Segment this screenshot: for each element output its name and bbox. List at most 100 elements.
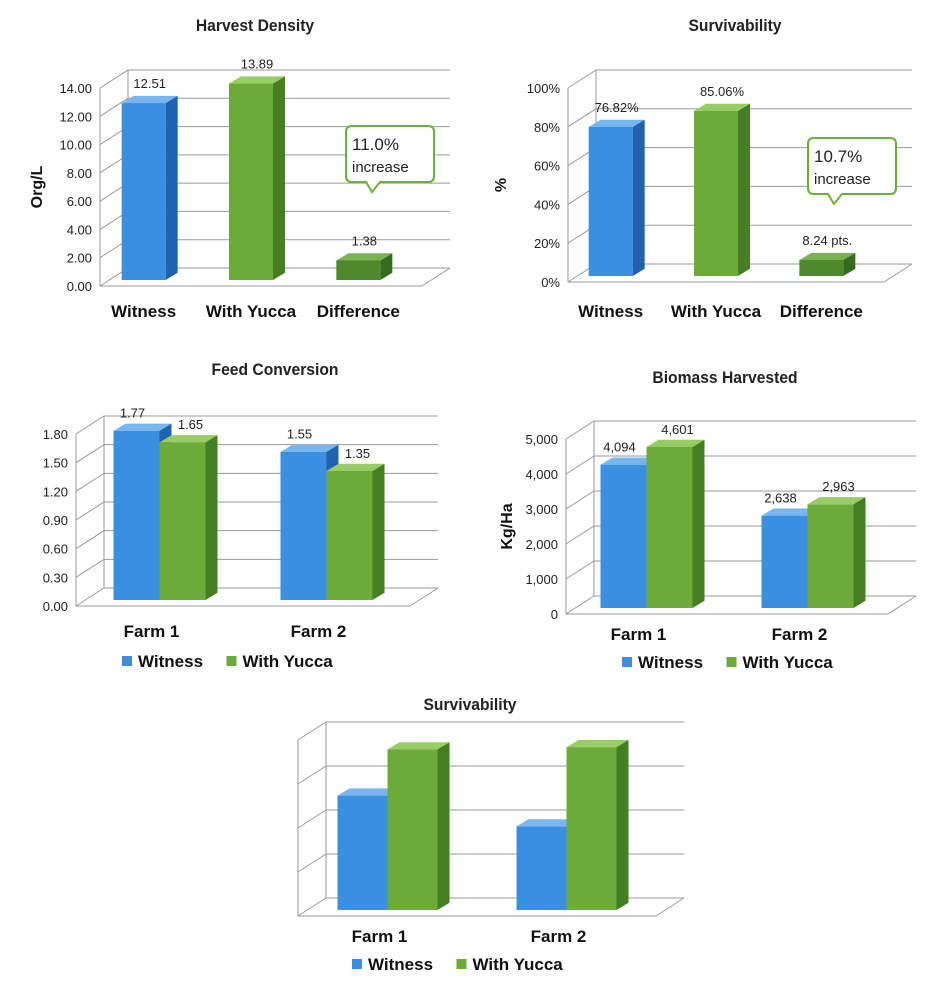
legend-swatch-with-yucca (226, 656, 237, 666)
bar-witness (588, 126, 633, 276)
x-tick-label: Witness (111, 302, 176, 321)
data-label: 2,638 (764, 490, 797, 505)
x-tick-label: Farm 1 (611, 625, 667, 644)
bar-witness-farm-2-top (516, 819, 579, 827)
data-label: 4,601 (661, 422, 694, 437)
callout-bubble (345, 125, 435, 194)
bar-with-yucca-farm-2-top (326, 463, 385, 471)
bar-witness-side (632, 119, 645, 277)
y-axis-label: Kg/Ha (499, 503, 516, 549)
bar-with-yucca-farm-2 (326, 471, 373, 600)
callout-bubble (807, 137, 897, 206)
y-tick-label: 4.00 (67, 222, 92, 237)
bar-witness-farm-1-top (113, 423, 172, 431)
y-tick-label: 2,000 (525, 537, 558, 552)
bar-with-yucca-farm-2-top (566, 740, 629, 748)
bar-with-yucca-farm-2-side (853, 497, 866, 608)
legend-label-witness: Witness (368, 955, 433, 974)
legend-swatch-witness (622, 657, 632, 667)
bar-with-yucca-farm-1-side (205, 435, 218, 600)
bar-witness-side (165, 95, 178, 280)
x-tick-label: With Yucca (671, 302, 762, 321)
data-label: 8.24 pts. (802, 233, 852, 248)
floor-side-edge (883, 263, 913, 283)
bar-difference-side (380, 253, 393, 280)
data-label: 76.82% (595, 100, 640, 115)
gridline (565, 420, 916, 440)
callout-percent: 11.0% (352, 135, 399, 154)
data-label: 1.65 (178, 417, 203, 432)
gridline (297, 809, 684, 829)
gridline (297, 721, 684, 741)
y-tick-label: 0% (541, 275, 560, 290)
y-tick-label: 0.60 (43, 542, 68, 557)
x-tick-label: Farm 2 (772, 625, 828, 644)
bar-witness-farm-1-top (600, 457, 659, 465)
gridline (75, 444, 438, 464)
gridline (297, 765, 684, 785)
y-tick-label: 8.00 (67, 166, 92, 181)
gridline (99, 69, 450, 89)
bar-with-yucca-side (738, 103, 750, 276)
legend-label-witness: Witness (138, 652, 203, 671)
y-tick-label: 1.50 (43, 456, 68, 471)
y-tick-label: 14.00 (59, 81, 92, 96)
y-tick-label: 10.00 (59, 138, 92, 153)
harvest-density-chart: 0.00 2.00 4.00 6.00 8.00 10.00 12.00 14.00 Org/L… (29, 56, 451, 321)
x-tick-label: Farm 1 (352, 927, 408, 946)
data-label: 1.38 (352, 233, 377, 248)
y-tick-label: 0.00 (43, 599, 68, 614)
bar-witness (121, 103, 166, 280)
bar-with-yucca-farm-1-top (646, 439, 705, 447)
callout-percent: 10.7% (814, 147, 862, 166)
floor-side-edge (421, 267, 451, 287)
legend-label-with-yucca: With Yucca (473, 955, 564, 974)
bar-difference-side (843, 252, 856, 276)
y-tick-label: 12.00 (59, 109, 92, 124)
survivability-farms-chart: Farm 1 Farm 2 Witness With Yucca (297, 721, 685, 974)
y-tick-label: 0.90 (43, 513, 68, 528)
callout-text: increase (814, 171, 871, 188)
bar-witness-top (121, 95, 178, 104)
y-tick-label: 1,000 (525, 572, 558, 587)
gridline (565, 490, 916, 510)
data-label: 12.51 (133, 76, 166, 91)
bar-witness-farm-1 (337, 795, 388, 910)
gridline (99, 97, 450, 117)
data-label: 1.77 (120, 406, 145, 421)
x-tick-label: Difference (780, 302, 863, 321)
bar-with-yucca-farm-2 (807, 504, 854, 608)
y-tick-label: 1.80 (43, 427, 68, 442)
bar-with-yucca-farm-1 (387, 749, 438, 910)
bar-with-yucca-farm-2 (566, 747, 617, 910)
y-tick-label: 60% (534, 159, 560, 174)
callout-text: increase (352, 159, 409, 176)
y-tick-label: 80% (534, 120, 560, 135)
bar-with-yucca-side (273, 76, 285, 280)
y-tick-label: 20% (534, 236, 560, 251)
chart-title-feed-conversion: Feed Conversion (211, 360, 339, 379)
bar-with-yucca-farm-1-side (692, 439, 705, 608)
y-tick-label: 0 (551, 607, 558, 622)
data-label: 1.55 (287, 427, 312, 442)
legend-label-with-yucca: With Yucca (743, 653, 834, 672)
data-label: 13.89 (241, 56, 274, 71)
y-tick-label: 0.00 (67, 279, 92, 294)
bar-with-yucca-farm-1-top (159, 435, 218, 443)
bar-with-yucca-farm-1 (159, 442, 206, 600)
bar-with-yucca-top (229, 76, 285, 84)
legend-swatch-witness (122, 656, 132, 666)
y-tick-label: 40% (534, 197, 560, 212)
bar-difference (336, 260, 381, 280)
bar-difference-top (799, 252, 856, 261)
y-tick-label: 3,000 (525, 502, 558, 517)
legend-swatch-witness (352, 959, 362, 969)
bar-with-yucca-farm-1-side (437, 742, 450, 910)
legend-swatch-with-yucca (456, 959, 467, 969)
bar-difference-top (336, 253, 393, 261)
x-tick-label: Difference (317, 302, 400, 321)
chart-title-survivability-pct: Survivability (688, 16, 782, 35)
chart-title-harvest-density: Harvest Density (195, 16, 315, 35)
bar-difference (799, 260, 844, 276)
floor-side-edge (887, 595, 917, 615)
